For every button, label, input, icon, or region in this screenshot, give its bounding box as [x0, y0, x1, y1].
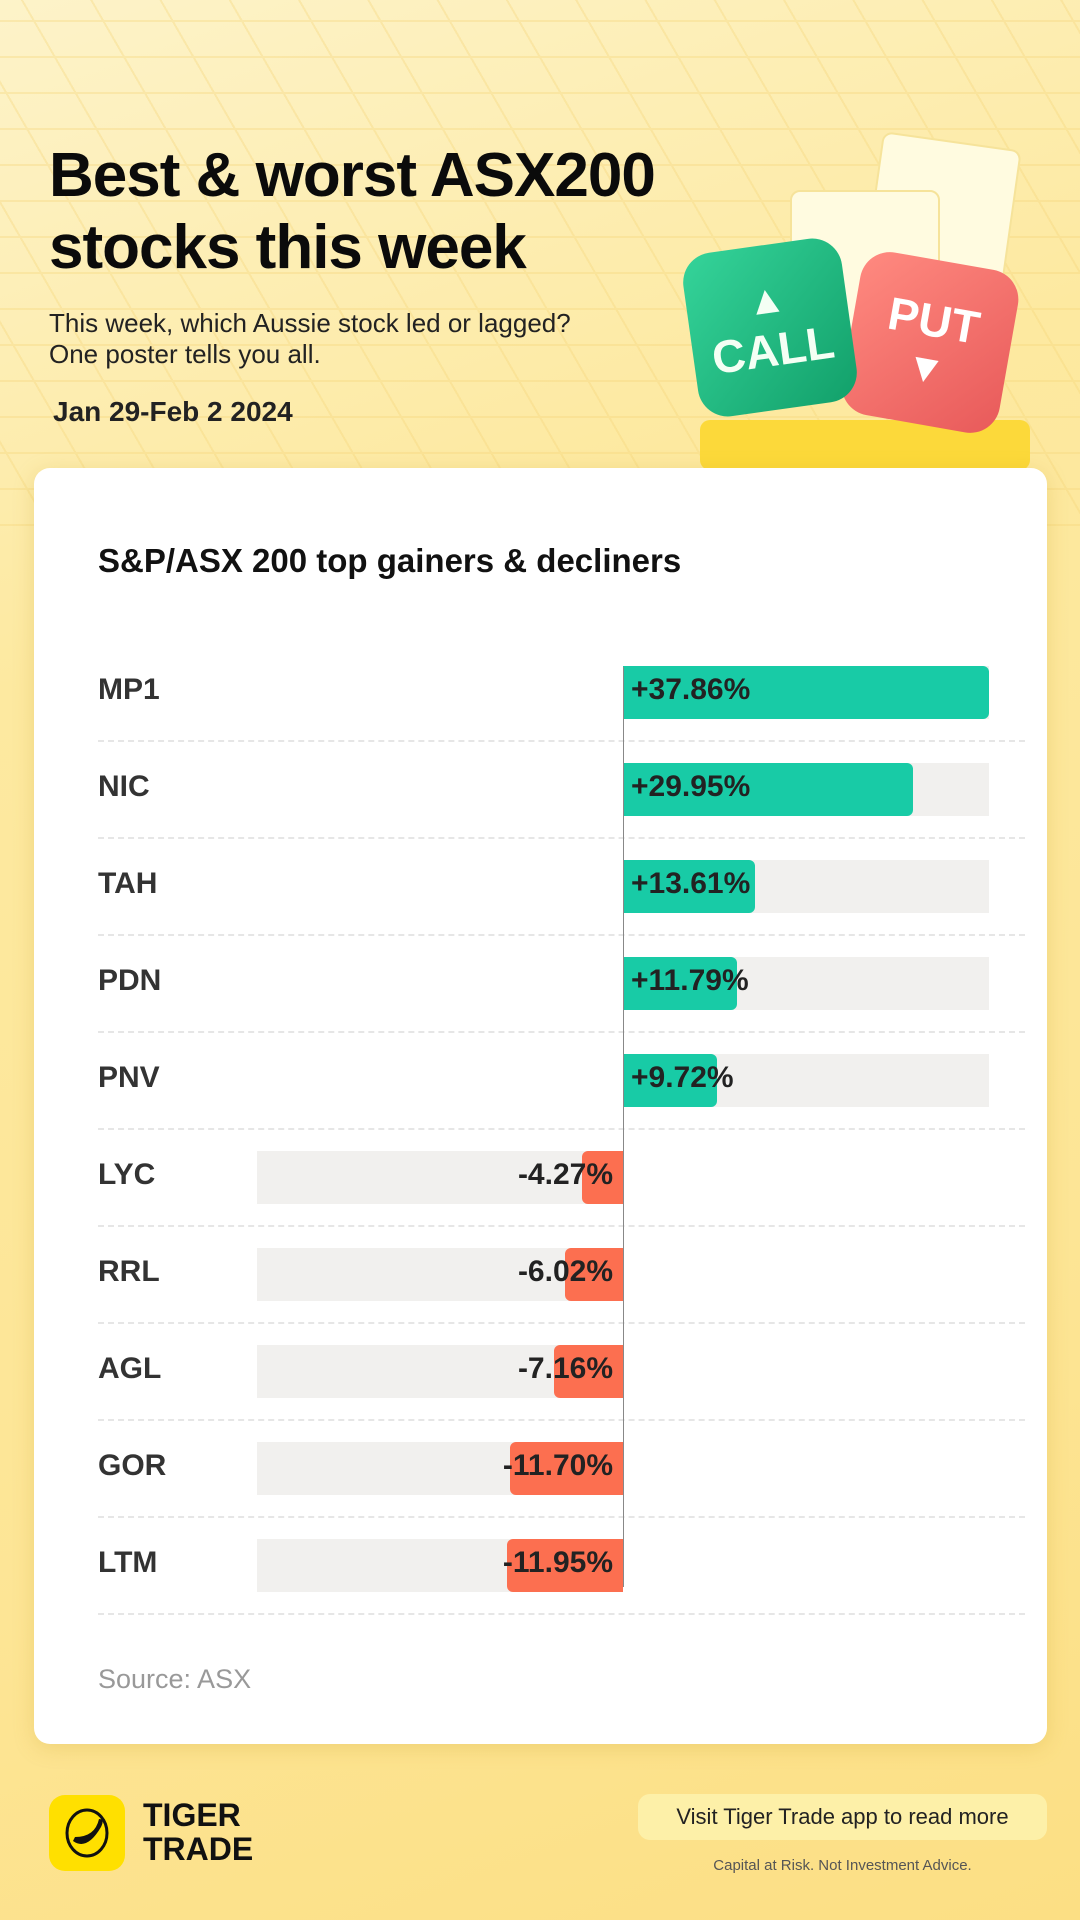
- value-label: +29.95%: [631, 770, 751, 803]
- value-label: -4.27%: [517, 1158, 613, 1191]
- tiger-trade-logo: [49, 1795, 125, 1871]
- disclaimer: Capital at Risk. Not Investment Advice.: [713, 1857, 972, 1874]
- value-label: +9.72%: [631, 1061, 734, 1094]
- value-label: +37.86%: [631, 673, 751, 706]
- visit-app-button[interactable]: Visit Tiger Trade app to read more: [638, 1794, 1047, 1840]
- bar-track: [257, 1248, 623, 1301]
- ticker-label: NIC: [98, 770, 150, 803]
- value-label: -7.16%: [517, 1352, 613, 1385]
- up-triangle-icon: ▲: [743, 275, 789, 325]
- ticker-label: PDN: [98, 964, 162, 997]
- chart-row: LTM -11.95%: [98, 1518, 1025, 1615]
- bar-track: [257, 1151, 623, 1204]
- value-label: -11.95%: [502, 1546, 613, 1579]
- gainer-bar: [623, 1054, 717, 1107]
- ticker-label: GOR: [98, 1449, 167, 1482]
- chart-row: AGL -7.16%: [98, 1324, 1025, 1421]
- chart-row: LYC -4.27%: [98, 1130, 1025, 1227]
- tiger-logo-icon: [65, 1808, 109, 1858]
- source-note: Source: ASX: [98, 1664, 252, 1694]
- decliner-bar: [553, 1345, 623, 1398]
- decliner-bar: [564, 1248, 623, 1301]
- decliner-bar: [507, 1539, 623, 1592]
- ticker-label: LYC: [98, 1158, 156, 1191]
- gainer-bar: [623, 860, 755, 913]
- chart-row: PNV +9.72%: [98, 1033, 1025, 1130]
- gainer-bar: [623, 666, 989, 719]
- zero-axis: [623, 667, 624, 1587]
- decliner-bar: [509, 1442, 623, 1495]
- brand-name: TIGER TRADE: [143, 1797, 254, 1867]
- chart-card: S&P/ASX 200 top gainers & decliners MP1 +…: [34, 468, 1047, 1744]
- call-tile: ▲ CALL: [679, 234, 861, 421]
- chart-row: TAH +13.61%: [98, 839, 1025, 936]
- chart-row: GOR -11.70%: [98, 1421, 1025, 1518]
- value-label: +13.61%: [631, 867, 751, 900]
- ticker-label: LTM: [98, 1546, 158, 1579]
- decliner-bar: [581, 1151, 623, 1204]
- call-put-illustration: ▲ CALL PUT ▼: [670, 130, 1030, 470]
- gainer-bar: [623, 957, 737, 1010]
- ticker-label: TAH: [98, 867, 158, 900]
- ticker-label: RRL: [98, 1255, 160, 1288]
- chart-title: S&P/ASX 200 top gainers & decliners: [98, 542, 682, 579]
- chart-row: PDN +11.79%: [98, 936, 1025, 1033]
- value-label: -6.02%: [517, 1255, 613, 1288]
- chart-row: MP1 +37.86%: [98, 645, 1025, 742]
- put-tile: PUT ▼: [836, 247, 1024, 438]
- page-title: Best & worst ASX200 stocks this week: [49, 141, 656, 282]
- value-label: +11.79%: [631, 964, 749, 997]
- subtitle: This week, which Aussie stock led or lag…: [49, 308, 571, 369]
- value-label: -11.70%: [502, 1449, 613, 1482]
- ticker-label: MP1: [98, 673, 160, 706]
- chart-row: RRL -6.02%: [98, 1227, 1025, 1324]
- ticker-label: PNV: [98, 1061, 160, 1094]
- down-triangle-icon: ▼: [902, 343, 949, 394]
- ticker-label: AGL: [98, 1352, 162, 1385]
- gainer-bar: [623, 763, 913, 816]
- date-range: Jan 29-Feb 2 2024: [53, 396, 293, 427]
- chart-row: NIC +29.95%: [98, 742, 1025, 839]
